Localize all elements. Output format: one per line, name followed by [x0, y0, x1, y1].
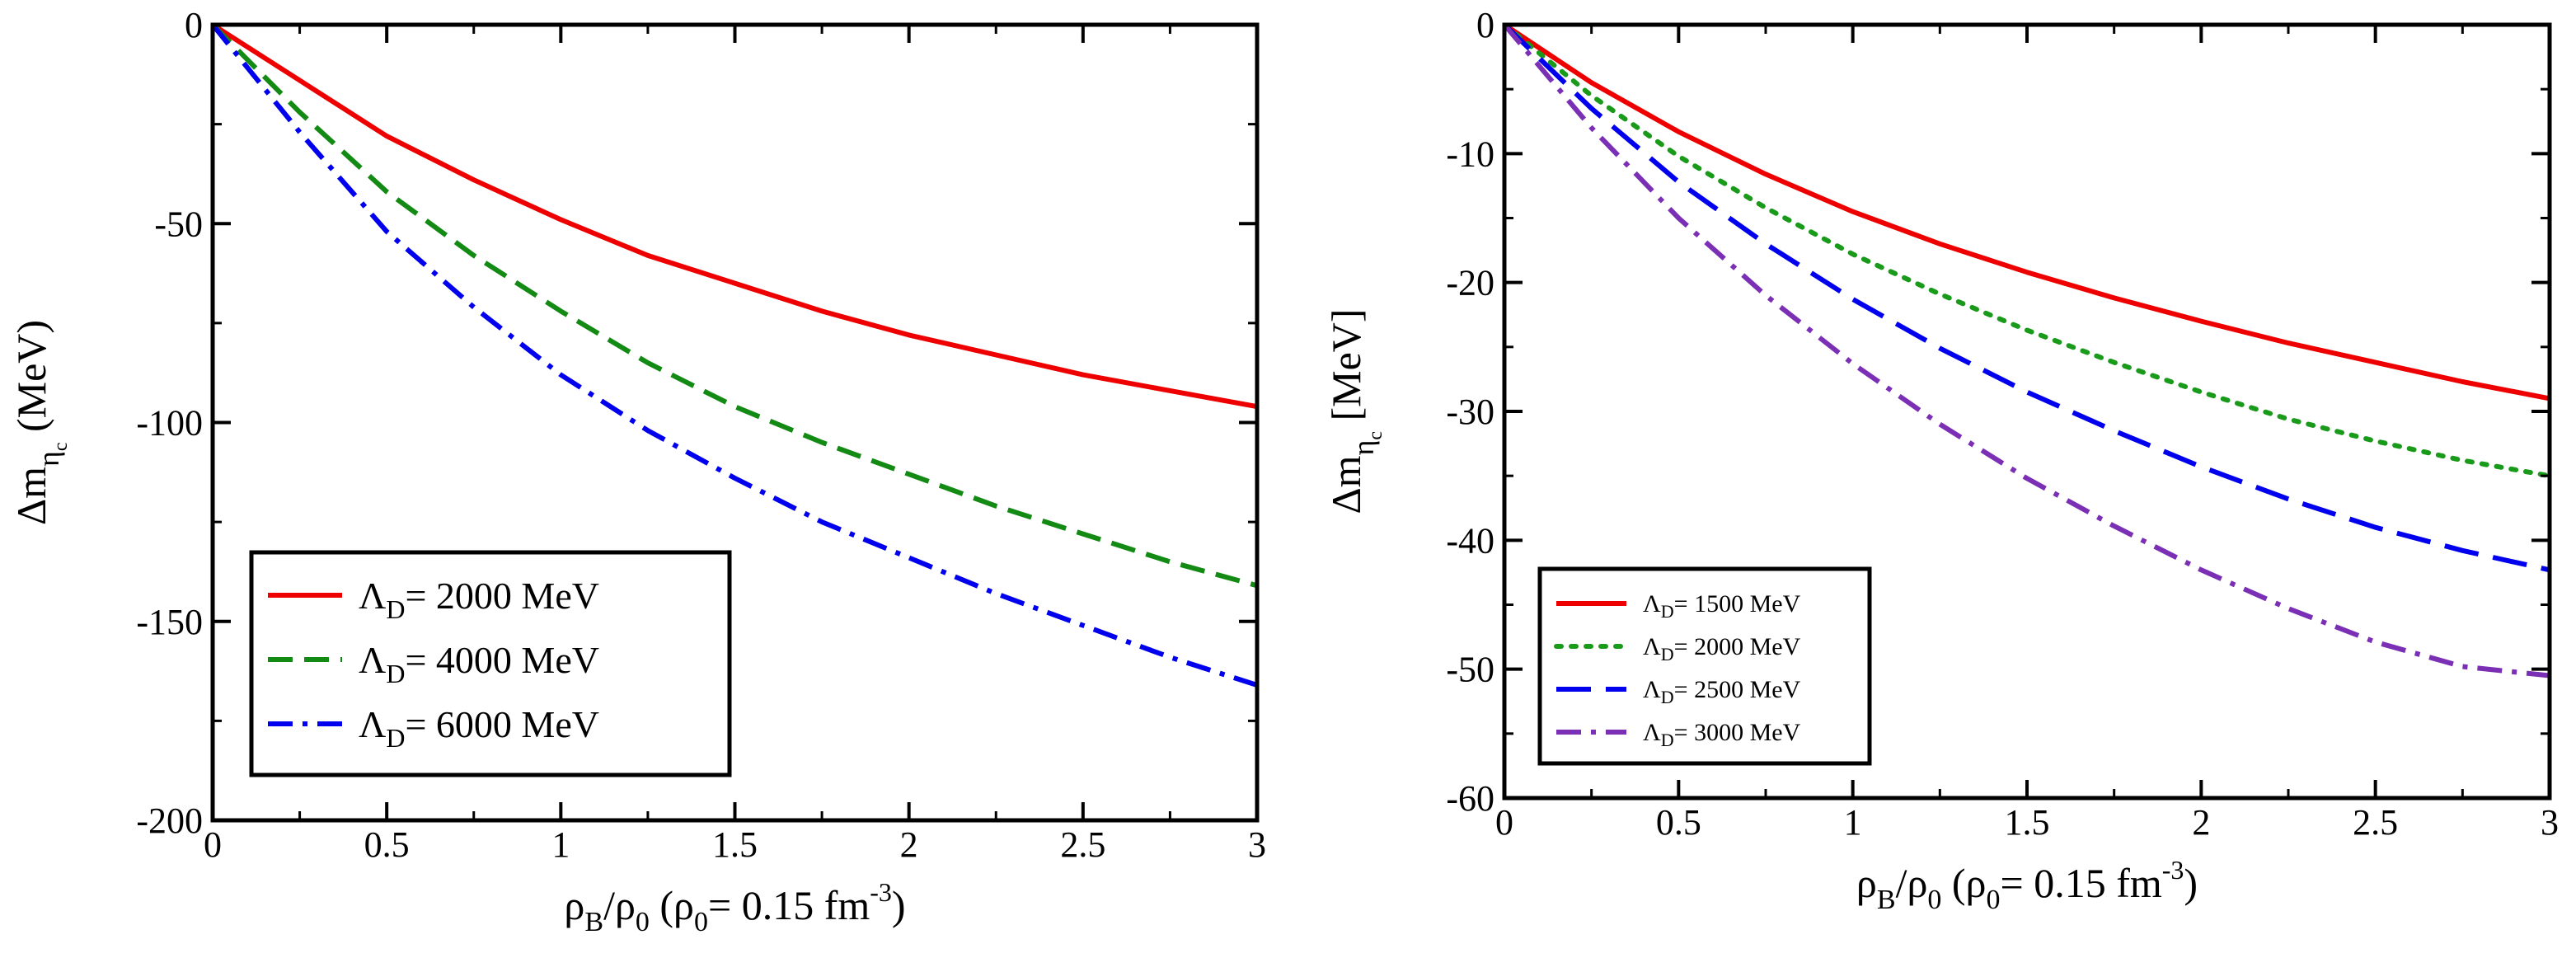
y-tick-label: 0 — [1476, 5, 1494, 45]
series-line-3 — [1504, 25, 2550, 573]
legend-label: ΛD= 1500 MeV — [1643, 590, 1801, 622]
y-tick-label: -40 — [1446, 520, 1494, 561]
series-line-1 — [1504, 25, 2550, 401]
x-tick-label: 0.5 — [364, 824, 410, 865]
legend-label: ΛD= 2500 MeV — [1643, 676, 1801, 707]
series-line-2 — [1504, 25, 2550, 479]
legend-label: ΛD= 4000 MeV — [359, 639, 599, 688]
x-axis-label: ρB/ρ0 (ρ0= 0.15 fm-3) — [564, 877, 905, 937]
y-tick-label: -100 — [136, 403, 203, 444]
legend-label: ΛD= 3000 MeV — [1643, 719, 1801, 750]
x-tick-label: 1.5 — [712, 824, 758, 865]
series-line-4 — [1504, 25, 2550, 679]
x-tick-label: 0 — [204, 824, 222, 865]
x-tick-label: 2.5 — [2353, 802, 2398, 843]
y-tick-label: -50 — [1446, 650, 1494, 690]
y-tick-label: -150 — [136, 602, 203, 642]
x-tick-label: 1 — [551, 824, 570, 865]
x-tick-label: 1 — [1844, 802, 1862, 843]
series-line-3 — [213, 25, 1257, 688]
legend-label: ΛD= 2000 MeV — [359, 575, 599, 624]
series-line-1 — [213, 25, 1257, 410]
x-tick-label: 0 — [1495, 802, 1513, 843]
y-tick-label: 0 — [185, 5, 203, 45]
right-chart: 0 0.5 1 1.5 2 2.5 3 0 -10 -20 -30 -40 -50 -60 ρB/ρ0 (ρ… — [1323, 5, 2559, 915]
legend-box — [249, 550, 732, 777]
y-tick-label: -60 — [1446, 778, 1494, 819]
y-tick-label: -50 — [154, 204, 203, 244]
y-tick-label: -200 — [136, 801, 203, 841]
legend-label: ΛD= 2000 MeV — [1643, 633, 1801, 664]
y-axis-label: Δmηc (MeV) — [8, 320, 72, 525]
y-tick-label: -20 — [1446, 263, 1494, 303]
x-tick-label: 1.5 — [2005, 802, 2050, 843]
series-line-2 — [213, 25, 1257, 589]
y-axis-label: Δmηc [MeV] — [1323, 308, 1387, 514]
y-tick-label: -10 — [1446, 134, 1494, 174]
x-tick-label: 0.5 — [1656, 802, 1701, 843]
x-tick-label: 3 — [2541, 802, 2559, 843]
legend-label: ΛD= 6000 MeV — [359, 703, 599, 753]
x-tick-label: 3 — [1248, 824, 1266, 865]
x-axis-label: ρB/ρ0 (ρ0= 0.15 fm-3) — [1856, 855, 2198, 915]
x-tick-label: 2 — [900, 824, 918, 865]
x-tick-label: 2 — [2192, 802, 2210, 843]
x-tick-label: 2.5 — [1060, 824, 1105, 865]
y-tick-label: -30 — [1446, 392, 1494, 432]
left-chart: 0 0.5 1 1.5 2 2.5 3 0 -50 -100 -150 -200 ρB/ρ0 (ρ0= … — [8, 5, 1266, 937]
